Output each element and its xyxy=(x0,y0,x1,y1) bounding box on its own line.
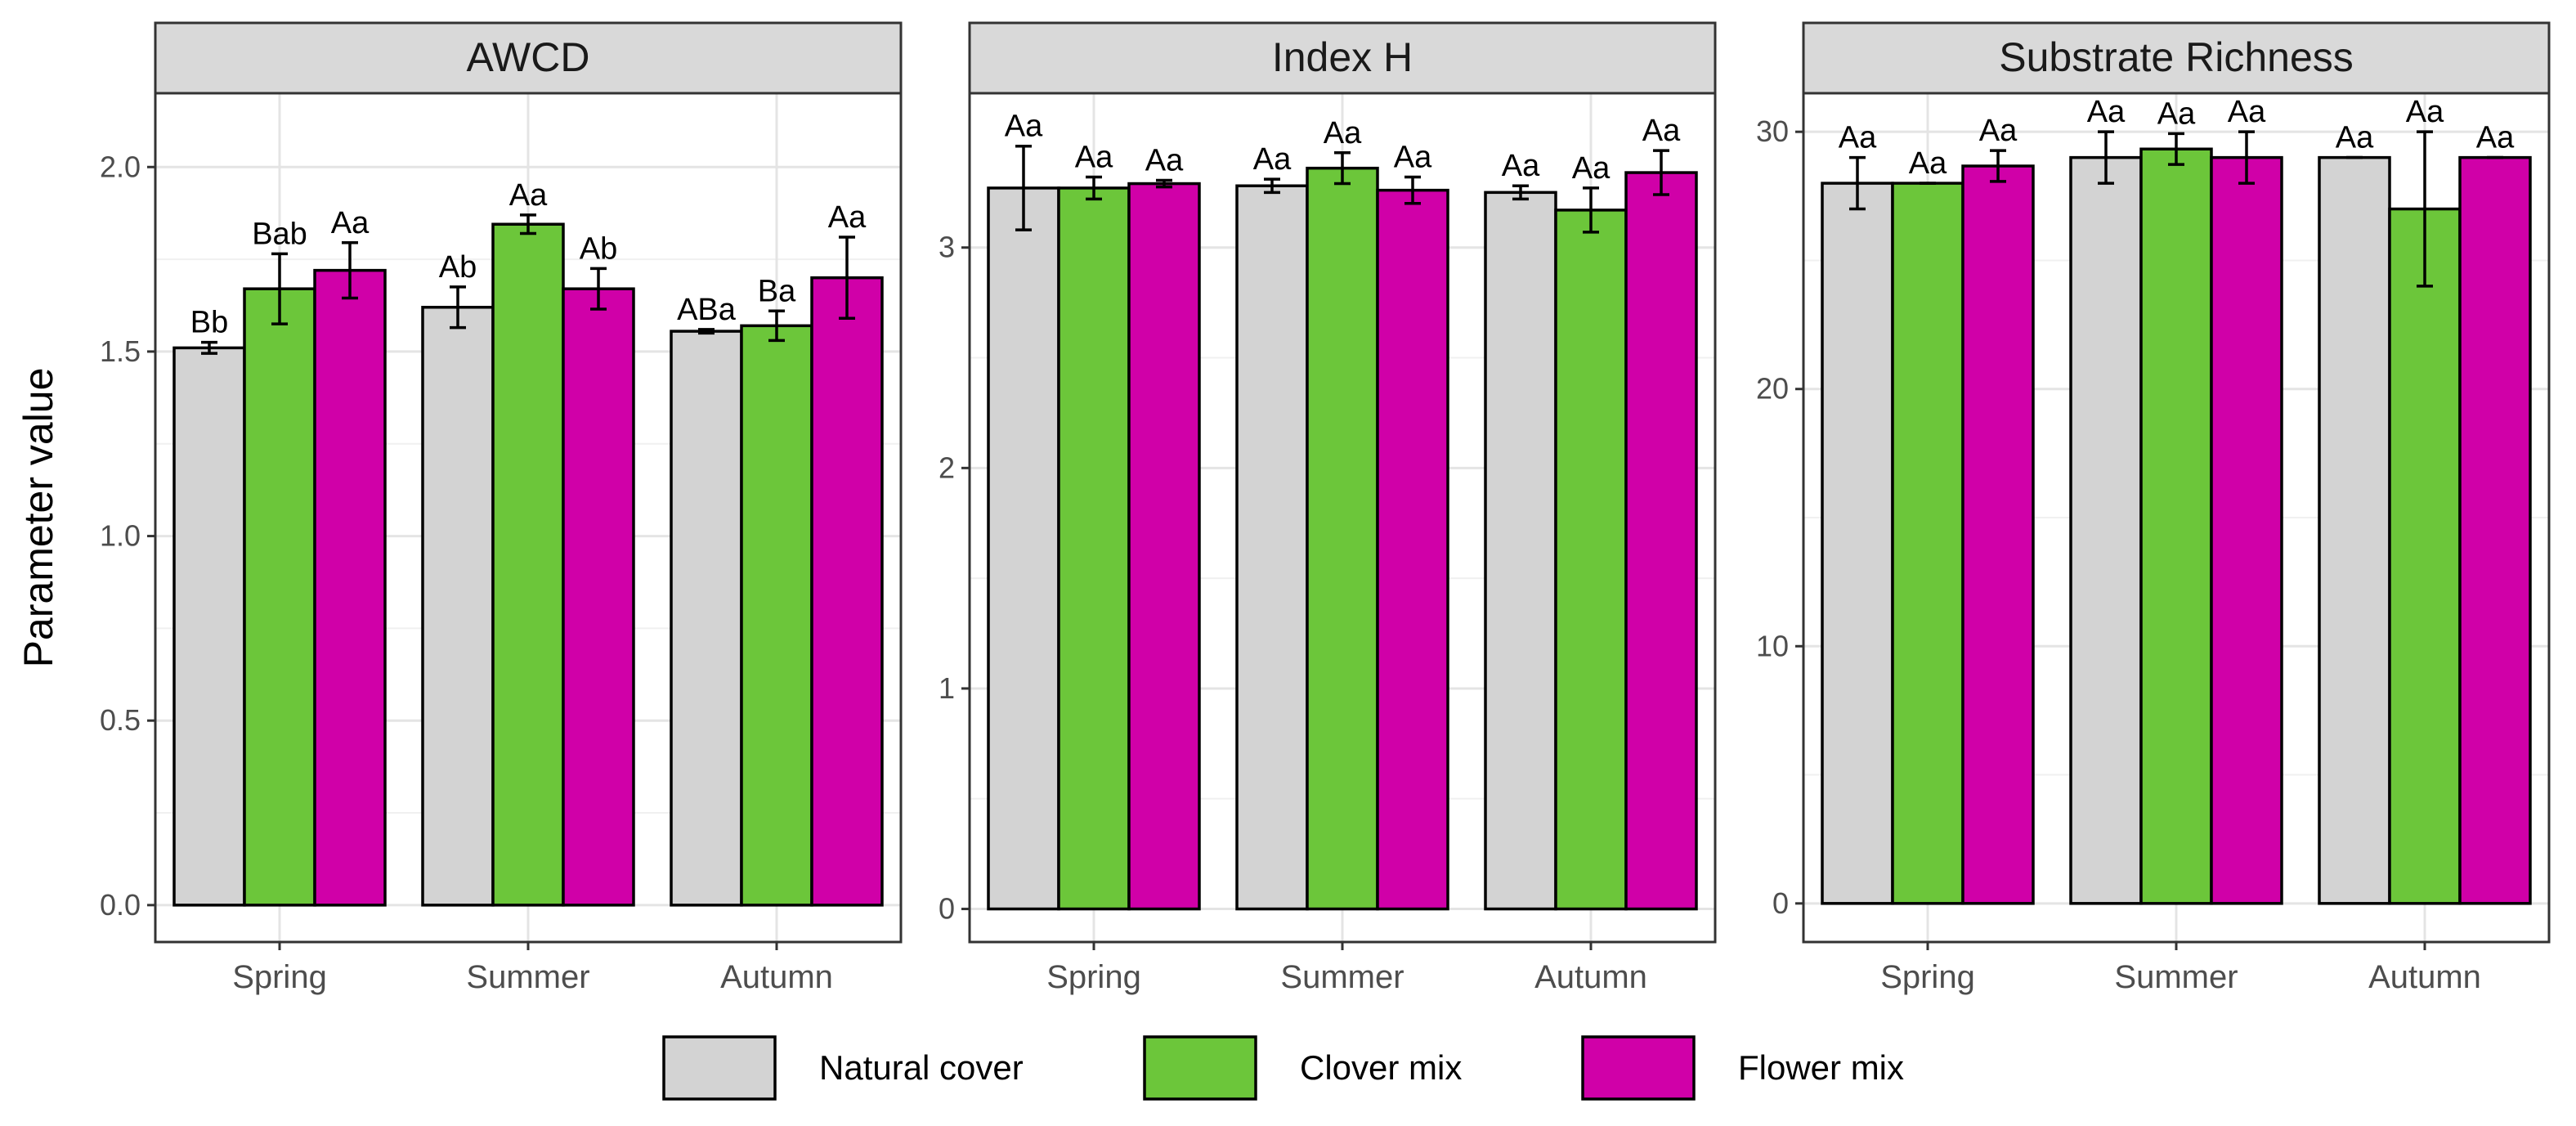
significance-label: Aa xyxy=(2087,95,2126,129)
significance-label: Aa xyxy=(1642,114,1681,148)
y-tick-label: 10 xyxy=(1756,629,1789,662)
y-tick-label: 0 xyxy=(1772,886,1789,920)
bar-flower-mix xyxy=(2458,155,2532,905)
significance-label: Aa xyxy=(1502,149,1540,183)
legend-key-natural-cover xyxy=(662,1035,777,1101)
bar-natural-cover xyxy=(670,330,743,907)
bar-flower-mix xyxy=(1624,171,1698,911)
bar-clover-mix xyxy=(1057,186,1131,911)
bar-clover-mix xyxy=(1554,209,1628,911)
significance-label: Aa xyxy=(1075,140,1113,174)
significance-label: Ba xyxy=(758,274,796,308)
bar-clover-mix xyxy=(1306,166,1379,911)
bar-natural-cover xyxy=(421,306,495,907)
x-tick-label: Autumn xyxy=(2368,959,2481,995)
panel-title: Index H xyxy=(1272,34,1413,80)
bar-natural-cover xyxy=(172,346,246,907)
significance-label: Aa xyxy=(1324,116,1362,150)
strip-background xyxy=(968,21,1717,95)
legend-label: Clover mix xyxy=(1300,1048,1462,1087)
significance-label: Aa xyxy=(1145,143,1184,177)
bar-clover-mix xyxy=(740,324,813,907)
significance-label: Aa xyxy=(1572,151,1611,186)
significance-label: ABa xyxy=(677,293,737,327)
panel-2: 0 10 20 30 Aa Aa Aa Aa Aa Aa Aa Aa Aa Spring Summer Aut… xyxy=(1756,21,2551,995)
legend: Natural cover Clover mix Flower mix xyxy=(662,1035,1904,1101)
significance-label: Aa xyxy=(2476,121,2515,155)
bar-flower-mix xyxy=(313,268,387,907)
strip-background xyxy=(1802,21,2551,95)
x-tick-label: Spring xyxy=(1046,959,1141,995)
significance-label: Aa xyxy=(1394,140,1432,174)
x-tick-label: Spring xyxy=(1880,959,1975,995)
panel-0: 0.0 0.5 1.0 1.5 2.0 Bb Ab ABa Bab Aa Ba Aa Ab Aa Sprin… xyxy=(100,21,903,995)
panel-1: 0 1 2 3 Aa Aa Aa Aa Aa Aa Aa Aa Aa Spring Summer Autumn… xyxy=(939,21,1717,995)
significance-label: Aa xyxy=(2228,95,2266,129)
significance-label: Aa xyxy=(2406,95,2444,129)
x-tick-label: Spring xyxy=(232,959,327,995)
significance-label: Aa xyxy=(1253,142,1292,177)
x-tick-label: Summer xyxy=(1280,959,1404,995)
panel-title: AWCD xyxy=(467,34,590,80)
y-tick-label: 1 xyxy=(939,671,955,705)
panel-title: Substrate Richness xyxy=(1999,34,2354,80)
bar-clover-mix xyxy=(243,287,316,907)
bar-natural-cover xyxy=(1235,184,1309,911)
legend-key-flower-mix xyxy=(1581,1035,1696,1101)
bar-flower-mix xyxy=(1127,182,1201,911)
y-tick-label: 20 xyxy=(1756,372,1789,406)
bar-flower-mix xyxy=(810,276,884,907)
bar-natural-cover xyxy=(987,186,1060,911)
y-tick-label: 2.0 xyxy=(100,150,141,183)
significance-label: Aa xyxy=(509,178,548,213)
bar-flower-mix xyxy=(562,287,635,907)
strip-background xyxy=(154,21,903,95)
bar-clover-mix xyxy=(491,222,565,907)
significance-label: Aa xyxy=(1005,110,1043,144)
y-tick-label: 2 xyxy=(939,451,955,484)
bar-natural-cover xyxy=(2318,155,2391,905)
bar-flower-mix xyxy=(1376,188,1449,911)
y-tick-label: 1.0 xyxy=(100,519,141,553)
y-axis-label: Parameter value xyxy=(16,368,61,668)
bar-clover-mix xyxy=(2388,207,2462,905)
bar-natural-cover xyxy=(1484,191,1557,911)
bar-clover-mix xyxy=(1891,182,1964,905)
y-tick-label: 0.5 xyxy=(100,703,141,737)
x-tick-label: Summer xyxy=(2114,959,2238,995)
x-tick-label: Autumn xyxy=(1534,959,1647,995)
legend-label: Natural cover xyxy=(819,1048,1024,1087)
significance-label: Aa xyxy=(2336,121,2374,155)
significance-label: Aa xyxy=(828,200,867,235)
legend-key-clover-mix xyxy=(1143,1035,1257,1101)
y-tick-label: 3 xyxy=(939,231,955,264)
y-tick-label: 1.5 xyxy=(100,334,141,368)
bar-flower-mix xyxy=(2210,155,2283,905)
bar-natural-cover xyxy=(2069,155,2143,905)
significance-label: Ab xyxy=(580,231,617,266)
bar-flower-mix xyxy=(1961,164,2035,905)
significance-label: Bab xyxy=(252,217,307,251)
y-tick-label: 30 xyxy=(1756,114,1789,148)
significance-label: Aa xyxy=(2157,96,2196,131)
y-tick-label: 0.0 xyxy=(100,888,141,922)
significance-label: Ab xyxy=(439,250,477,285)
significance-label: Aa xyxy=(1839,121,1877,155)
significance-label: Aa xyxy=(1979,114,2018,148)
significance-label: Bb xyxy=(190,306,228,340)
bar-clover-mix xyxy=(2139,147,2213,905)
significance-label: Aa xyxy=(1909,146,1947,181)
significance-label: Aa xyxy=(331,206,370,240)
x-tick-label: Autumn xyxy=(720,959,833,995)
legend-label: Flower mix xyxy=(1738,1048,1904,1087)
bar-natural-cover xyxy=(1821,182,1894,905)
y-tick-label: 0 xyxy=(939,892,955,926)
x-tick-label: Summer xyxy=(466,959,589,995)
